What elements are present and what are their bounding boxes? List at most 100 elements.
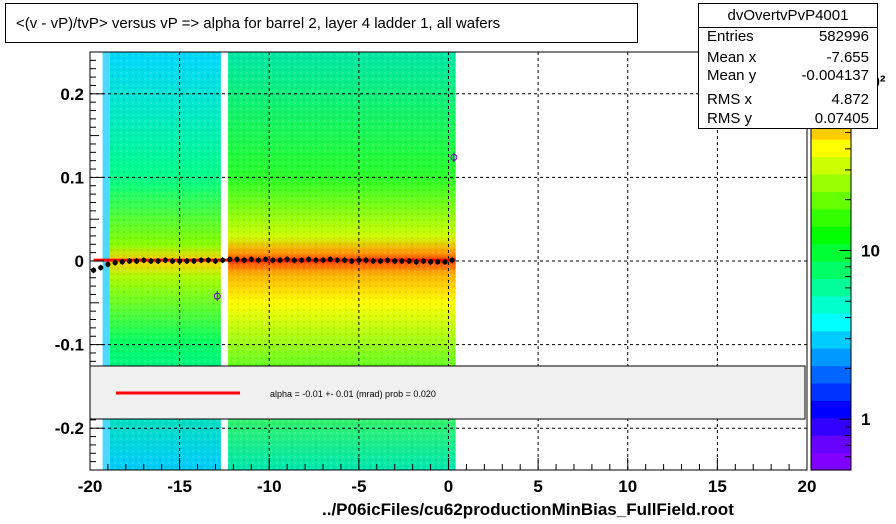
- colorbar-swatch: [811, 191, 851, 210]
- colorbar-label: 10: [861, 241, 880, 260]
- profile-point: [112, 260, 118, 266]
- profile-point: [119, 259, 125, 265]
- profile-point: [284, 256, 290, 262]
- colorbar-swatch: [811, 208, 851, 227]
- y-tick-label: 0: [75, 252, 84, 271]
- profile-point: [313, 257, 319, 263]
- chart-title: <(v - vP)/tvP> versus vP => alpha for ba…: [16, 15, 501, 32]
- profile-points: [90, 152, 458, 302]
- y-tick-label: 0.2: [60, 85, 84, 104]
- profile-point: [413, 259, 419, 265]
- y-tick-label: -0.1: [55, 336, 84, 355]
- profile-point: [98, 265, 104, 271]
- profile-point: [298, 257, 305, 263]
- profile-point: [126, 258, 133, 264]
- profile-point: [263, 256, 269, 262]
- profile-point: [234, 256, 240, 262]
- colorbar-swatch: [811, 400, 851, 419]
- profile-point: [227, 256, 233, 262]
- colorbar-swatch: [811, 243, 851, 262]
- profile-point: [134, 258, 140, 264]
- colorbar-swatch: [811, 417, 851, 436]
- profile-point: [420, 258, 427, 264]
- colorbar-swatch: [811, 139, 851, 158]
- stats-label: RMS y: [707, 110, 752, 127]
- profile-point: [90, 267, 97, 273]
- colorbar-swatch: [811, 156, 851, 175]
- profile-point: [155, 258, 161, 264]
- profile-point: [212, 258, 219, 264]
- fit-legend: alpha = -0.01 +- 0.01 (mrad) prob = 0.02…: [89, 365, 806, 420]
- profile-point: [334, 257, 340, 263]
- profile-point: [162, 257, 168, 263]
- profile-point: [377, 258, 383, 264]
- colorbar-swatch: [811, 173, 851, 192]
- stats-row-mean-x: Mean x -7.655: [707, 49, 869, 69]
- colorbar-swatch: [811, 226, 851, 245]
- stats-row-rms-x: RMS x 4.872: [707, 91, 869, 111]
- stats-row-mean-y: Mean y -0.004137: [707, 67, 869, 87]
- stats-box: dvOvertvPvP4001 Entries 582996 Mean x -7…: [698, 3, 878, 129]
- profile-point: [277, 257, 283, 263]
- stats-value: 582996: [818, 28, 869, 45]
- profile-point: [177, 258, 183, 264]
- profile-point: [363, 257, 369, 263]
- colorbar-swatch: [811, 330, 851, 349]
- profile-point: [191, 258, 197, 264]
- profile-point: [320, 257, 326, 263]
- profile-point: [442, 259, 448, 265]
- colorbar-swatch: [811, 452, 851, 471]
- profile-point: [198, 257, 204, 263]
- profile-point: [270, 257, 276, 263]
- profile-point: [399, 258, 405, 264]
- profile-point: [349, 258, 355, 264]
- stats-row-rms-y: RMS y 0.07405: [707, 110, 869, 130]
- profile-point: [291, 257, 297, 263]
- stats-name: dvOvertvPvP4001: [727, 7, 849, 24]
- profile-point: [356, 257, 362, 263]
- profile-point: [327, 256, 333, 262]
- x-tick-label: -5: [351, 477, 366, 496]
- x-tick-label: -10: [257, 477, 282, 496]
- stats-value: -0.004137: [801, 67, 869, 84]
- x-tick-label: -20: [78, 477, 103, 496]
- colorbar-swatch: [811, 435, 851, 454]
- x-tick-label: 10: [618, 477, 637, 496]
- outlier-point: [450, 153, 458, 161]
- profile-point: [255, 257, 262, 263]
- profile-point: [205, 257, 211, 263]
- y-tick-label: 0.1: [60, 168, 84, 187]
- profile-point: [427, 259, 434, 265]
- x-tick-label: -15: [167, 477, 192, 496]
- stats-label: Mean y: [707, 67, 757, 84]
- profile-point: [148, 258, 154, 264]
- axes: -20 -15 -10 -5 0 5 10 15 20 -0.2 -0.1 0 0.1 0.2: [55, 51, 816, 496]
- colorbar-swatch: [811, 348, 851, 367]
- stats-label: RMS x: [707, 91, 752, 108]
- x-tick-label: 15: [708, 477, 727, 496]
- outlier-point: [213, 292, 221, 300]
- x-tick-label: 5: [533, 477, 542, 496]
- profile-point: [435, 259, 441, 265]
- profile-point: [406, 258, 412, 264]
- profile-point: [384, 257, 391, 263]
- profile-point: [241, 257, 247, 263]
- colorbar-label: 1: [861, 410, 870, 429]
- profile-point: [248, 256, 254, 262]
- profile-point: [449, 257, 455, 263]
- stats-row-entries: Entries 582996: [707, 28, 869, 48]
- colorbar-swatch: [811, 382, 851, 401]
- profile-point: [370, 258, 376, 264]
- profile-point: [105, 261, 111, 267]
- colorbar-swatch: [811, 365, 851, 384]
- colorbar-swatch: [811, 261, 851, 280]
- profile-point: [306, 256, 312, 262]
- stats-value: -7.655: [826, 49, 869, 66]
- title-box: <(v - vP)/tvP> versus vP => alpha for ba…: [5, 3, 638, 43]
- colorbar-swatch: [811, 295, 851, 314]
- profile-point: [392, 258, 398, 264]
- stats-value: 4.872: [831, 91, 869, 108]
- profile-point: [341, 257, 348, 263]
- legend-fit-text: alpha = -0.01 +- 0.01 (mrad) prob = 0.02…: [270, 389, 436, 399]
